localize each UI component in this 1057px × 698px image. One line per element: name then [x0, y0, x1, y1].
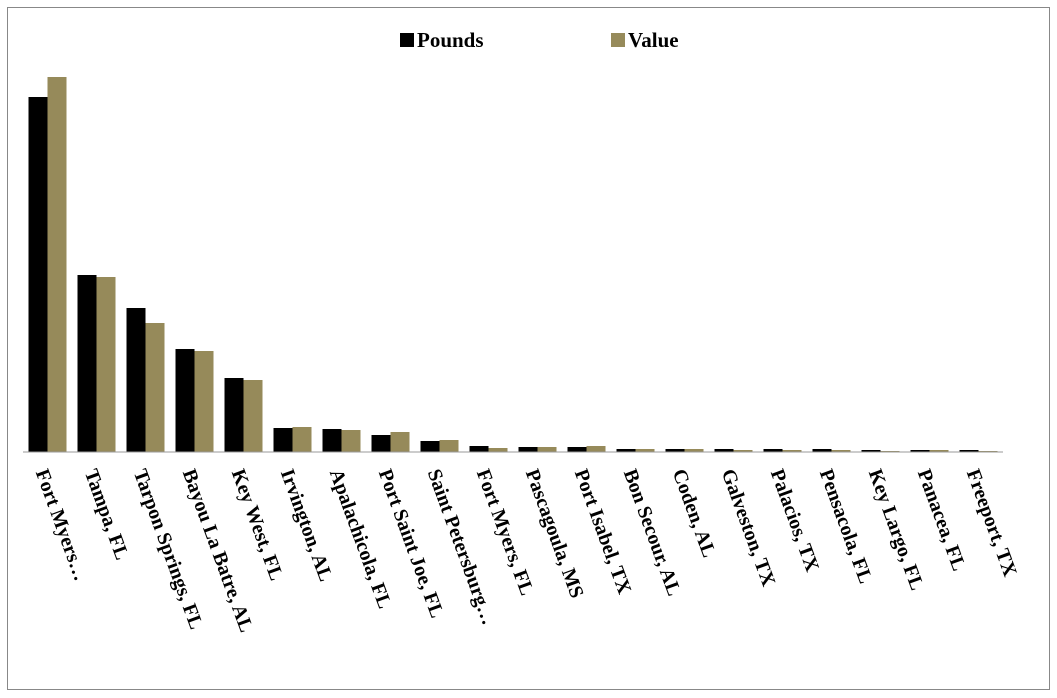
bar: [616, 449, 636, 452]
bar: [812, 449, 832, 452]
legend-label: Value: [628, 28, 679, 52]
bar: [929, 450, 949, 452]
bar: [322, 429, 342, 452]
bar: [371, 435, 391, 452]
bar: [567, 447, 587, 452]
bar: [733, 450, 753, 452]
bar: [77, 275, 97, 452]
legend-swatch: [611, 33, 625, 47]
bar: [390, 432, 410, 452]
legend-label: Pounds: [417, 28, 484, 52]
bar: [47, 77, 67, 452]
bar: [714, 449, 734, 452]
bar: [194, 351, 214, 452]
bar: [439, 440, 459, 452]
bar: [175, 349, 195, 452]
bar: [420, 441, 440, 452]
bar: [635, 449, 655, 452]
bar: [96, 277, 116, 452]
legend-swatch: [400, 33, 414, 47]
bar: [665, 449, 685, 452]
bar: [586, 446, 606, 452]
bar: [959, 450, 979, 452]
chart-border: [7, 7, 1050, 690]
bar: [28, 97, 48, 452]
bar: [145, 323, 165, 452]
bar: [292, 427, 312, 452]
bar: [224, 378, 244, 452]
bar: [831, 450, 851, 452]
bar: [488, 448, 508, 452]
bar: [861, 450, 881, 452]
bar: [273, 428, 293, 452]
bar: [126, 308, 146, 452]
bar: [910, 450, 930, 452]
bar: [469, 446, 489, 452]
bar: [763, 449, 783, 452]
bar: [537, 447, 557, 452]
bar: [518, 447, 538, 452]
bar: [341, 430, 361, 452]
bar: [782, 450, 802, 452]
bar: [684, 449, 704, 452]
bar: [243, 380, 263, 452]
